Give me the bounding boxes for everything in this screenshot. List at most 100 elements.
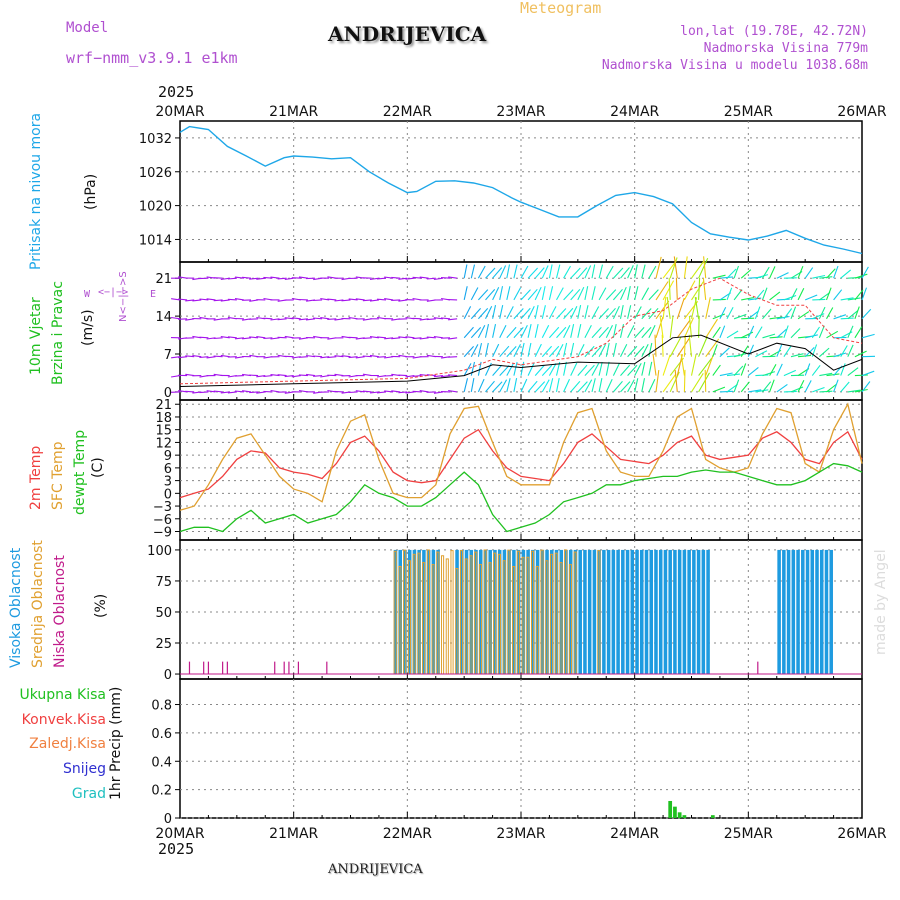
high-cloud-bar [777,549,781,675]
wind-arrow [249,318,259,320]
high-cloud-bar [796,549,800,675]
wind-arrow [577,323,582,338]
wind-arrow [513,287,522,301]
wind-arrow [313,317,323,320]
wind-arrow [854,273,868,279]
wind-arrow [648,342,653,357]
wind-arrow [199,336,209,339]
ytick-label-cloud: 50 [155,606,172,621]
wind-arrow [761,287,768,301]
wind-arrow [234,390,244,393]
wind-arrow [192,355,202,358]
high-cloud-bar [474,549,478,675]
wind-arrow [171,316,181,320]
high-cloud-bar [545,549,549,675]
ytick-label-pres: 1032 [139,132,172,147]
wind-arrow [419,390,429,393]
wind-arrow [847,344,854,357]
ytick-label-prec: 0.2 [151,784,172,799]
wind-arrow [673,256,678,279]
wind-arrow [703,256,707,279]
high-cloud-bar [644,549,649,675]
wind-arrow [405,375,415,378]
mid-cloud-bar [450,550,454,675]
wind-arrow [675,277,678,300]
wind-arrow [563,361,567,376]
wind-arrow [534,364,545,376]
wind-arrow [520,265,529,279]
pressure-line [179,125,863,255]
wind-arrow [477,325,486,339]
wind-arrow [463,378,469,393]
wind-arrow [861,266,869,279]
wind-arrow [298,374,308,377]
wind-arrow [698,257,709,279]
wind-arrow [634,286,639,301]
year-top: 2025 [158,83,195,101]
wind-arrow [584,305,589,319]
wind-arrow [570,288,581,301]
wind-arrow [861,308,872,320]
high-cloud-bar [801,549,805,675]
wind-arrow [470,344,479,357]
wind-arrow [334,299,344,302]
wind-arrow [463,264,468,279]
wind-arrow [776,315,790,320]
wind-arrow [220,354,230,358]
ytick-label-temp: 6 [164,462,172,477]
wind-arrow [740,269,752,279]
wind-arrow [263,317,273,320]
wind-arrow [556,326,567,339]
wind-arrow [847,367,859,377]
wind-arrow [563,307,574,320]
wind-arrow [790,306,797,319]
wind-arrow [355,298,365,301]
xaxis-label-bottom: 21MAR [269,826,318,842]
xaxis-label-top: 25MAR [724,104,773,120]
wind-arrow [348,336,358,339]
wind-arrow [313,375,323,377]
wind-arrow [384,390,394,393]
wind-arrow [242,390,252,393]
wind-arrow [776,298,790,301]
wind-arrow [492,304,497,319]
wind-arrow [463,286,468,301]
high-cloud-bar [786,549,791,675]
high-cloud-bar [668,549,672,675]
wind-arrow [612,342,617,357]
wind-arrow [861,370,875,377]
wind-arrow [470,361,476,376]
wind-arrow [826,330,839,339]
wind-arrow [534,267,545,279]
wind-arrow [790,288,798,301]
wind-arrow [833,352,847,358]
high-cloud-bar [696,549,701,675]
wind-arrow [769,316,783,320]
model-label: Model [66,20,109,36]
wind-arrow [327,356,337,359]
high-cloud-bar [592,549,597,675]
wind-arrow [227,277,237,280]
wind-arrow [826,383,838,393]
wind-arrow [263,375,273,378]
wind-arrow [534,286,542,301]
wind-arrow [563,342,568,357]
wind-arrow [584,265,592,279]
wind-arrow [527,380,538,393]
wind-arrow [463,346,475,358]
wind-arrow [348,391,358,394]
wind-arrow [405,277,415,280]
wind-arrow [702,277,707,300]
wind-arrow [499,286,504,301]
wind-arrow [620,267,630,279]
wind-arrow [362,337,372,339]
wind-arrow [405,391,415,394]
wind-arrow [334,318,344,321]
wind-arrow [419,337,429,340]
wind-arrow [520,361,525,376]
wind-arrow [355,390,365,393]
wind-arrow [833,265,839,279]
wind-arrow [334,355,344,358]
high-cloud-bar [587,549,592,675]
wind-arrow [819,291,831,301]
